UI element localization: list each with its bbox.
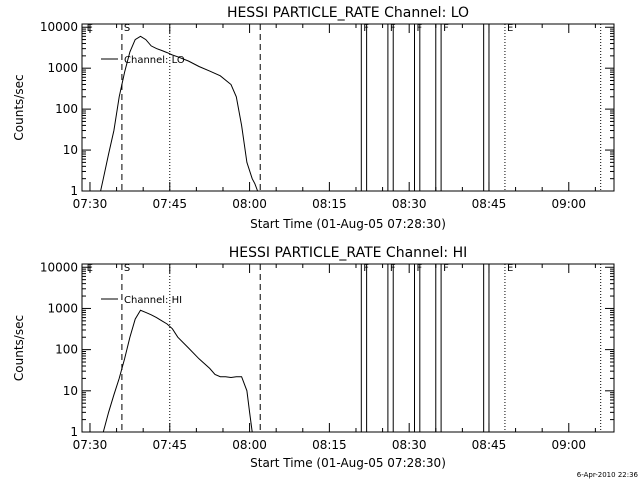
event-label: E (87, 23, 93, 34)
y-tick-label: 1000 (47, 61, 78, 75)
x-tick-label: 07:30 (73, 438, 108, 452)
y-tick-label: 10000 (40, 260, 78, 274)
event-label: S (124, 23, 130, 34)
y-tick-label: 10 (63, 143, 78, 157)
event-label: S (124, 263, 130, 274)
event-label: E (507, 263, 513, 274)
x-axis-label: Start Time (01-Aug-05 07:28:30) (250, 456, 446, 470)
x-tick-label: 07:45 (152, 197, 187, 211)
plot-frame (81, 23, 615, 192)
event-label: E (87, 263, 93, 274)
plot-frame (81, 263, 615, 433)
x-tick-label: 08:15 (312, 438, 347, 452)
event-label: F (443, 23, 449, 34)
y-tick-label: 1000 (47, 301, 78, 315)
chart-title: HESSI PARTICLE_RATE Channel: LO (227, 5, 469, 21)
x-tick-label: 08:00 (232, 438, 267, 452)
x-tick-label: 08:15 (312, 197, 347, 211)
footer-timestamp: 6-Apr-2010 22:36 (577, 471, 639, 479)
series-line-0 (102, 309, 253, 433)
y-tick-label: 100 (55, 102, 78, 116)
y-tick-label: 10000 (40, 20, 78, 34)
chart-title: HESSI PARTICLE_RATE Channel: HI (229, 245, 467, 261)
x-axis-label: Start Time (01-Aug-05 07:28:30) (250, 217, 446, 231)
chart-panel-lo: HESSI PARTICLE_RATE Channel: LO 1 10 100 100… (12, 5, 615, 231)
x-tick-label: 09:00 (551, 197, 586, 211)
x-tick-label: 08:45 (472, 438, 507, 452)
y-tick-label: 1 (70, 425, 78, 439)
y-tick-label: 1 (70, 184, 78, 198)
legend-label: Channel: LO (124, 55, 185, 66)
x-tick-label: 09:00 (551, 438, 586, 452)
x-tick-label: 08:45 (472, 197, 507, 211)
x-tick-label: 08:00 (232, 197, 267, 211)
x-tick-label: 08:30 (392, 438, 427, 452)
x-tick-label: 07:30 (73, 197, 108, 211)
y-axis-label: Counts/sec (12, 74, 26, 140)
event-label: E (507, 23, 513, 34)
chart-panel-hi: HESSI PARTICLE_RATE Channel: HI 1 10 100 100… (12, 245, 615, 470)
y-axis-label: Counts/sec (12, 315, 26, 381)
y-tick-label: 10 (63, 384, 78, 398)
y-tick-label: 100 (55, 343, 78, 357)
series-line-0 (100, 35, 259, 192)
event-label: F (443, 263, 449, 274)
legend-label: Channel: HI (124, 295, 182, 306)
x-tick-label: 07:45 (152, 438, 187, 452)
x-tick-label: 08:30 (392, 197, 427, 211)
